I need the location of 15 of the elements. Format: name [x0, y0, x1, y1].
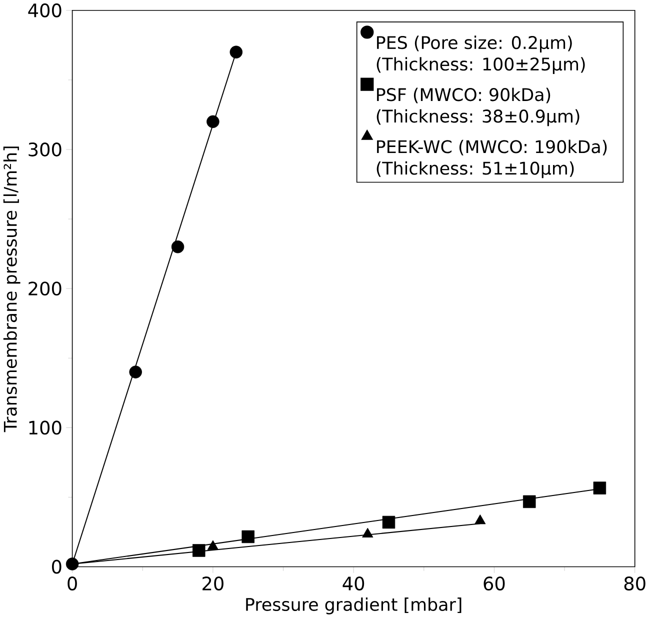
y-tick-label: 0 [52, 560, 62, 574]
x-tick-label: 20 [202, 576, 224, 591]
x-tick-label: 40 [342, 576, 364, 591]
legend-label: PSF (MWCO: 90kDa) (Thickness: 38±0.9µm) [376, 88, 580, 126]
y-tick-label: 300 [28, 142, 62, 157]
legend-label: PEEK-WC (MWCO: 190kDa) (Thickness: 51±10µm) [376, 140, 607, 178]
x-tick-label: 0 [68, 576, 77, 591]
legend-label: PES (Pore size: 0.2µm) (Thickness: 100±25µm) [376, 36, 585, 74]
x-axis-title: Pressure gradient [mbar] [246, 598, 462, 614]
y-tick-label: 400 [28, 3, 62, 18]
y-axis-title: Transmembrane pressure [l/m²h] [3, 146, 20, 432]
y-tick-label: 200 [28, 282, 62, 296]
x-tick-label: 60 [484, 576, 505, 591]
y-tick-label: 100 [29, 420, 62, 435]
x-tick-label: 80 [624, 576, 646, 591]
